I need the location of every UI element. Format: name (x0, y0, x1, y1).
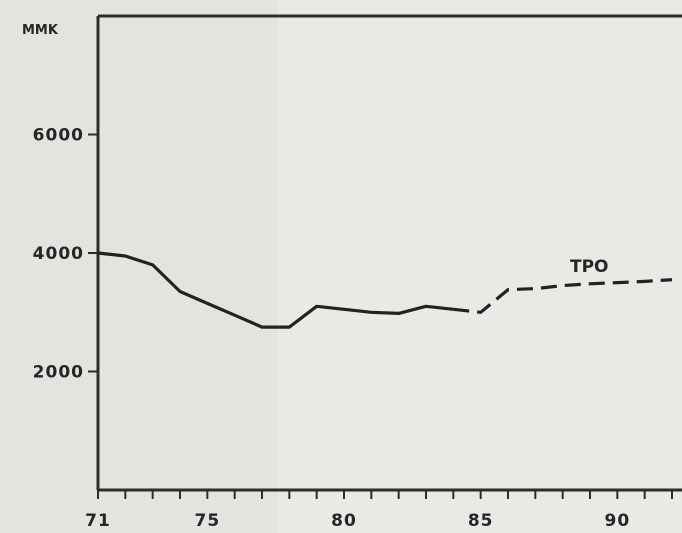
x-ticks: 71 75 80 85 90 (85, 490, 673, 531)
series-label-tpo: TPO (570, 257, 609, 277)
y-tick-label-6000: 6000 (33, 126, 84, 146)
y-tick-label-2000: 2000 (33, 363, 84, 383)
y-ticks: 2000 4000 6000 (33, 126, 98, 383)
series-layer (97, 251, 673, 329)
x-tick-label-80: 80 (331, 511, 357, 531)
x-tick-label-90: 90 (604, 511, 630, 531)
y-axis-unit-label: MMK (22, 23, 59, 38)
series-line-tpo-dashed (453, 278, 673, 314)
background-shade (0, 0, 278, 533)
x-tick-label-71: 71 (85, 511, 111, 531)
series-line-tpo-solid (97, 251, 454, 329)
y-tick-label-4000: 4000 (33, 244, 84, 264)
x-tick-label-85: 85 (468, 511, 494, 531)
x-tick-label-75: 75 (194, 511, 220, 531)
